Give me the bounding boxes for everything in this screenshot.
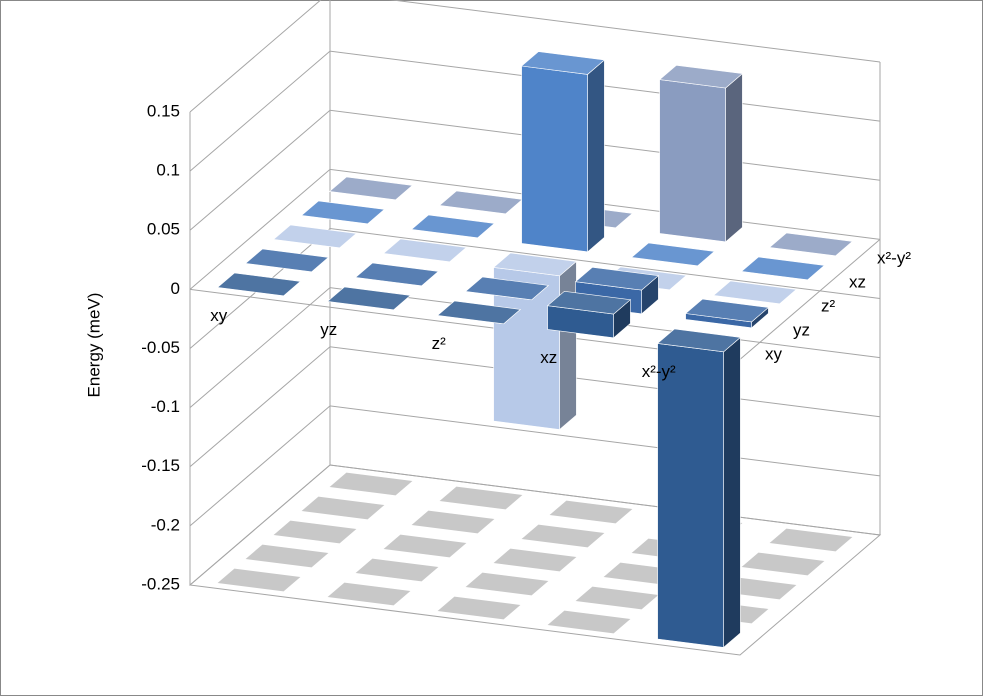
bar [326,286,412,311]
bar-top [630,242,716,267]
bar [464,276,550,301]
floor-shadow [465,572,549,596]
y-tick-label: 0 [171,279,180,298]
bar-top [684,298,770,323]
bar [436,300,522,325]
bar [244,248,330,273]
floor-shadow [245,544,329,568]
y-tick-label: -0.2 [151,515,180,534]
bar-side [587,59,605,253]
depth-tick-label: xy [765,344,783,363]
floor-shadow [327,582,411,606]
bar-top [658,64,744,89]
bar-top [574,266,660,291]
bar-top [768,232,854,257]
bar [658,64,744,243]
bar [492,252,578,431]
floor [188,239,882,656]
bar-top [328,176,414,201]
depth-tick-label: z² [821,296,836,315]
bar [656,328,742,649]
y-tick-label: -0.05 [141,338,180,357]
y-tick-label: 0.15 [147,101,180,120]
bar [410,214,496,239]
bar-top [712,280,798,305]
y-tick-label: 0.1 [156,161,180,180]
bar-top [520,51,606,75]
bar-top [300,200,386,225]
depth-tick-label: xz [849,272,866,291]
bar-top [382,238,468,263]
y-tick-label: 0.05 [147,220,180,239]
floor-shadow [439,486,523,510]
x-tick-label: yz [320,320,337,339]
depth-tick-label: yz [793,320,810,339]
bar [382,238,468,263]
bar-top [492,252,578,277]
floor-shadow [493,548,577,572]
floor-shadow [355,558,439,582]
floor-shadow [741,552,825,576]
bar-top [740,256,826,281]
bar [354,262,440,287]
floor-shadow [437,596,521,620]
bar [630,242,716,267]
floor-edge [188,464,882,656]
floor-shadow [547,610,631,634]
bar [328,176,414,201]
x-tick-label: z² [432,334,447,353]
axis-title: Energy (meV) [84,293,103,398]
labels: -0.25-0.2-0.15-0.1-0.0500.050.10.15xyyzz… [141,101,911,593]
bar-top [354,262,440,287]
grid-line [189,0,881,113]
y-tick-label: -0.1 [151,397,180,416]
bar-front [659,79,726,243]
x-tick-label: x²-y² [642,362,676,381]
bars [216,51,854,649]
bar-side [723,336,741,649]
bar [712,280,798,305]
bar-top [410,214,496,239]
bar-top [326,286,412,311]
floor-shadow [273,520,357,544]
bar [520,51,606,253]
bar [300,200,386,225]
y-tick-label: -0.25 [141,574,180,593]
floor-shadow [329,472,413,496]
x-tick-label: xy [210,306,228,325]
bar-top [216,272,302,297]
bar-side [559,260,577,431]
bar [546,290,632,339]
bar-top [244,248,330,273]
bar-top [656,328,742,353]
bar-top [464,276,550,301]
bar [272,224,358,249]
bar-top [546,290,632,315]
floor-shadow [575,586,659,610]
x-tick-label: xz [540,348,557,367]
floor-shadow [521,524,605,548]
depth-tick-label: x²-y² [877,248,911,267]
floor-shadow [769,528,853,552]
floor-shadow [411,510,495,534]
floor-shadow [383,534,467,558]
bar [684,298,770,329]
floor-shadow [549,500,633,524]
bar-front [657,343,724,648]
floor-shadow [301,496,385,520]
bar-side [725,72,743,243]
bar [740,256,826,281]
bar-front [521,65,588,253]
bar [768,232,854,257]
floor-shadow [217,568,301,592]
bar-top [436,300,522,325]
y-tick-label: -0.15 [141,456,180,475]
bar [216,272,302,297]
bar-top [272,224,358,249]
